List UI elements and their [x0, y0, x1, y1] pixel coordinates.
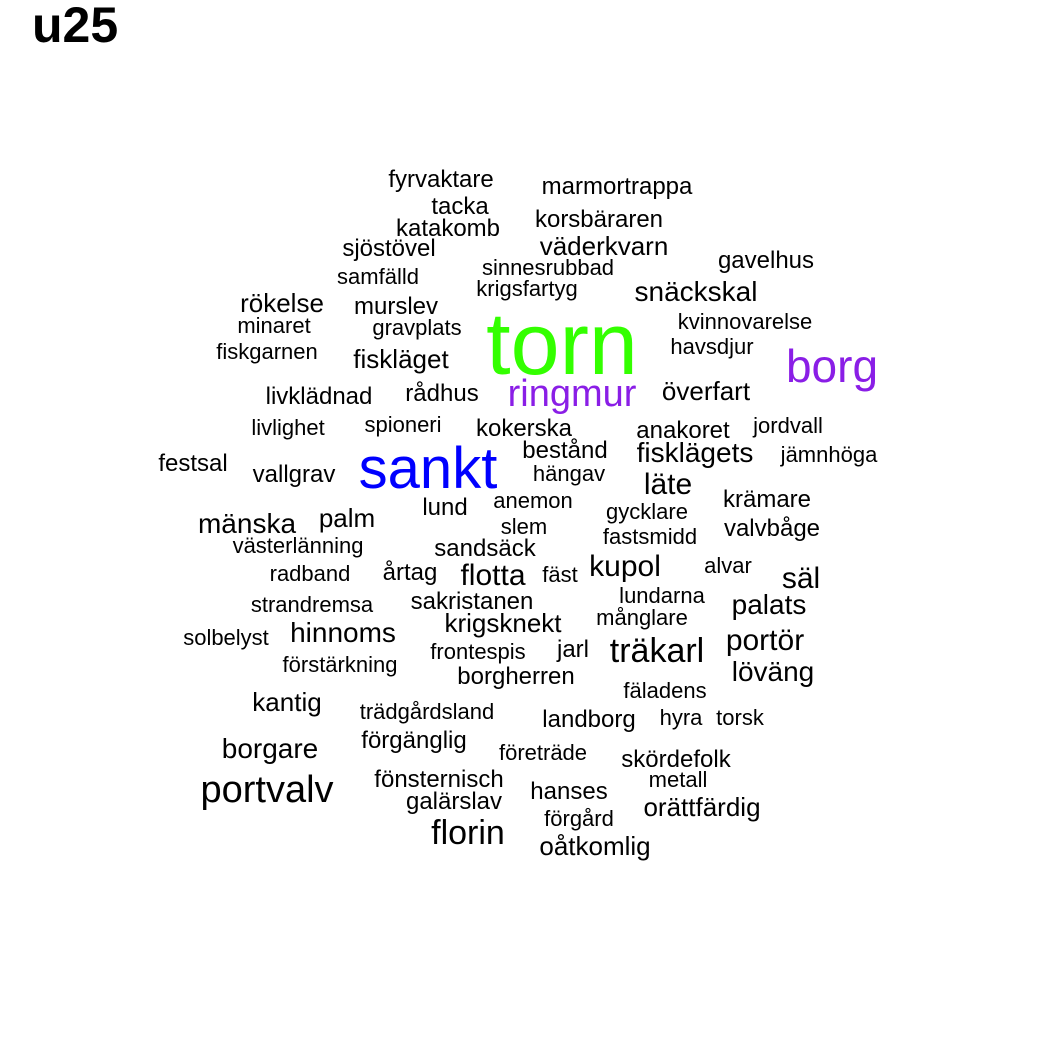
word-strandremsa: strandremsa — [250, 592, 374, 617]
word-landborg: landborg — [542, 706, 636, 733]
word-artag: årtag — [382, 559, 438, 586]
word-solbelyst: solbelyst — [183, 625, 269, 650]
word-manglare: månglare — [596, 605, 688, 630]
word-forgard: förgård — [544, 806, 614, 831]
word-hinnoms: hinnoms — [290, 617, 396, 648]
word-bestand: bestånd — [522, 437, 608, 464]
word-oatkomlig: oåtkomlig — [539, 831, 651, 861]
word-minaret: minaret — [237, 313, 311, 338]
word-livkladnad: livklädnad — [265, 383, 373, 410]
word-lund: lund — [422, 494, 468, 521]
word-fonsternisch: fönsternisch — [374, 766, 504, 793]
word-orattfardig: orättfärdig — [643, 792, 761, 822]
word-anakoret: anakoret — [636, 417, 730, 444]
word-tradgardsland: trädgårdsland — [359, 699, 495, 724]
word-livlighet: livlighet — [251, 415, 325, 440]
word-katakomb: katakomb — [395, 215, 501, 242]
word-havsdjur: havsdjur — [670, 334, 754, 359]
word-ringmur: ringmur — [507, 373, 637, 415]
word-portor: portör — [725, 624, 805, 657]
word-murslev: murslev — [353, 293, 439, 320]
word-hyra: hyra — [659, 705, 703, 730]
word-fastsmidd: fastsmidd — [602, 524, 698, 549]
word-kantig: kantig — [252, 687, 322, 717]
word-sankt: sankt — [358, 436, 498, 501]
word-forganglig: förgänglig — [361, 727, 467, 754]
word-sinnesrubbad: sinnesrubbad — [481, 255, 615, 280]
word-foretrade: företräde — [498, 740, 588, 765]
word-valvbage: valvbåge — [723, 515, 821, 542]
word-festsal: festsal — [158, 450, 228, 477]
word-rokelse: rökelse — [240, 288, 324, 318]
word-metall: metall — [648, 767, 708, 792]
word-kvinnovarelse: kvinnovarelse — [677, 309, 813, 334]
word-portvalv: portvalv — [200, 769, 334, 811]
word-sjostovel: sjöstövel — [342, 235, 436, 262]
word-kokerska: kokerska — [475, 415, 573, 442]
word-alvar: alvar — [704, 553, 752, 578]
word-faladens: fäladens — [623, 678, 707, 703]
word-anemon: anemon — [493, 488, 573, 513]
word-gycklare: gycklare — [606, 499, 688, 524]
word-fast: fäst — [542, 562, 578, 587]
word-frontespis: frontespis — [430, 639, 526, 664]
word-torn: torn — [486, 294, 638, 393]
word-slem: slem — [500, 514, 548, 539]
word-borgherren: borgherren — [457, 663, 575, 690]
word-sakristanen: sakristanen — [410, 588, 534, 615]
word-late: läte — [643, 468, 693, 501]
word-lundarna: lundarna — [619, 583, 705, 608]
word-manska: mänska — [197, 508, 297, 539]
word-fisklaget: fiskläget — [353, 344, 449, 374]
word-torsk: torsk — [716, 705, 764, 730]
word-overfart: överfart — [661, 376, 751, 406]
word-tacka: tacka — [431, 193, 489, 220]
word-radhus: rådhus — [405, 380, 479, 407]
word-borgare: borgare — [221, 733, 319, 764]
word-radband: radband — [269, 561, 351, 586]
word-skordefolk: skördefolk — [621, 746, 731, 773]
word-krigsfartyg: krigsfartyg — [476, 276, 578, 301]
word-lovang: löväng — [731, 656, 815, 687]
word-palm: palm — [318, 503, 376, 533]
word-gavelhus: gavelhus — [717, 247, 815, 274]
word-snackskal: snäckskal — [634, 276, 758, 307]
word-fisklagets: fisklägets — [636, 437, 754, 468]
word-galarslav: galärslav — [405, 788, 503, 815]
word-gravplats: gravplats — [372, 315, 462, 340]
word-fyrvaktare: fyrvaktare — [388, 166, 494, 193]
word-hanses: hanses — [530, 778, 608, 805]
word-palats: palats — [731, 589, 807, 620]
word-fiskgarnen: fiskgarnen — [216, 339, 318, 364]
word-hangav: hängav — [532, 461, 606, 486]
word-forstarkning: förstärkning — [282, 652, 398, 677]
word-jordvall: jordvall — [753, 413, 823, 438]
word-krigsknekt: krigsknekt — [444, 608, 562, 638]
page-title: u25 — [32, 0, 119, 53]
word-jamnhoga: jämnhöga — [780, 442, 878, 467]
word-trakarl: träkarl — [609, 632, 705, 670]
word-borg: borg — [785, 340, 879, 392]
word-marmortrappa: marmortrappa — [541, 173, 693, 200]
word-spioneri: spioneri — [364, 412, 442, 437]
word-vasterlanning: västerlänning — [232, 533, 364, 558]
word-sal: säl — [781, 562, 821, 595]
word-korsbararen: korsbäraren — [534, 206, 664, 233]
word-sandsack: sandsäck — [434, 535, 536, 562]
word-kupol: kupol — [589, 550, 661, 583]
word-florin: florin — [431, 814, 505, 852]
word-samfalld: samfälld — [337, 264, 419, 289]
word-vallgrav: vallgrav — [252, 461, 336, 488]
word-jarl: jarl — [556, 636, 590, 663]
word-vaderkvarn: väderkvarn — [539, 231, 669, 261]
word-kramare: krämare — [722, 486, 812, 513]
word-flotta: flotta — [460, 559, 526, 592]
